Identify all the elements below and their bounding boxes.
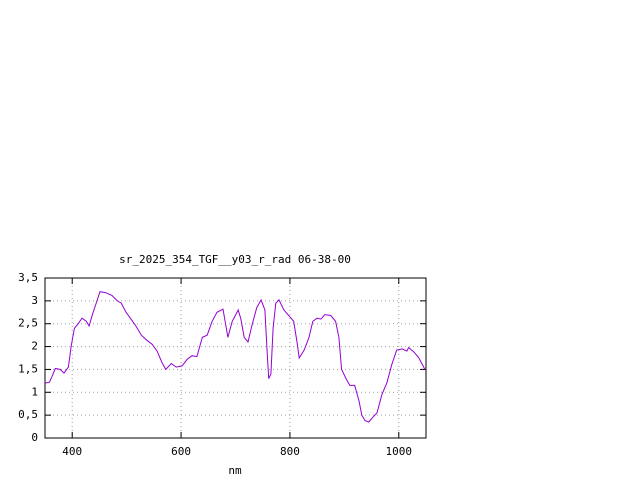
- chart-title: sr_2025_354_TGF__y03_r_rad 06-38-00: [119, 253, 351, 266]
- y-tick-label: 1,5: [18, 362, 38, 375]
- data-line: [44, 291, 426, 423]
- y-tick-label: 0: [31, 431, 38, 444]
- y-tick-label: 2,5: [18, 317, 38, 330]
- y-tick-label: 3: [31, 294, 38, 307]
- x-tick-label: 1000: [386, 445, 413, 458]
- y-tick-label: 1: [31, 385, 38, 398]
- x-tick-label: 600: [171, 445, 191, 458]
- y-tick-label: 2: [31, 340, 38, 353]
- x-tick-label: 800: [280, 445, 300, 458]
- y-tick-label: 0,5: [18, 408, 38, 421]
- x-axis-label: nm: [228, 464, 242, 477]
- y-tick-label: 3,5: [18, 271, 38, 284]
- x-tick-label: 400: [62, 445, 82, 458]
- plot-border: [44, 277, 427, 439]
